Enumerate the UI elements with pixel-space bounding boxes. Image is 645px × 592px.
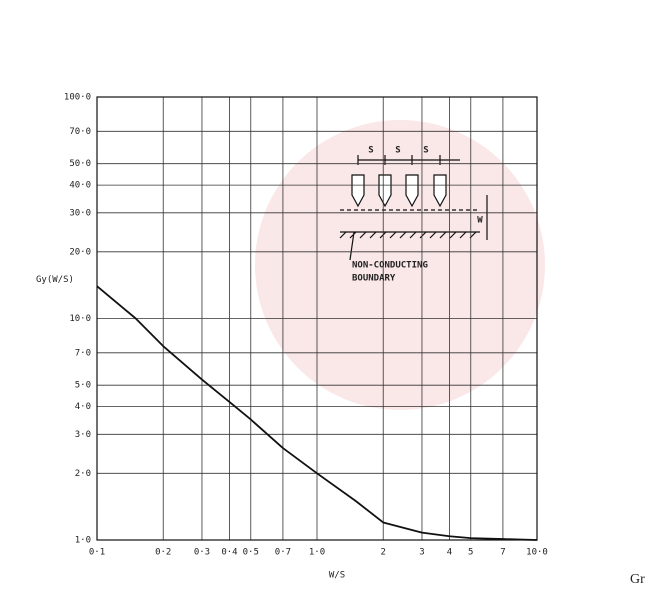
y-tick-label: 40·0 [69,181,91,191]
x-tick-label: 3 [419,548,424,558]
annotation: S [368,146,373,156]
y-tick-label: 100·0 [64,93,91,103]
annotation: BOUNDARY [352,274,396,284]
annotation: S [423,146,428,156]
y-axis-label: Gy(W/S) [36,275,74,285]
x-tick-label: 7 [500,548,505,558]
y-tick-label: 30·0 [69,208,91,218]
inset-diagram [339,155,488,261]
x-tick-label: 4 [447,548,452,558]
x-tick-label: 10·0 [526,548,548,558]
y-tick-label: 3·0 [75,430,91,440]
x-tick-label: 0·3 [194,548,210,558]
data-line [96,285,538,541]
x-tick-label: 5 [468,548,473,558]
x-tick-label: 2 [381,548,386,558]
y-tick-label: 2·0 [75,469,91,479]
y-tick-label: 70·0 [69,127,91,137]
annotation: S [395,146,400,156]
x-tick-label: 0·5 [243,548,259,558]
x-tick-label: 0·2 [155,548,171,558]
y-tick-label: 1·0 [75,536,91,546]
y-tick-label: 10·0 [69,314,91,324]
y-tick-label: 5·0 [75,381,91,391]
y-tick-label: 4·0 [75,402,91,412]
x-axis-label: W/S [329,571,345,581]
x-tick-label: 1·0 [309,548,325,558]
x-tick-label: 0·7 [275,548,291,558]
watermark [255,120,545,410]
annotation: NON-CONDUCTING [352,261,428,271]
y-tick-label: 50·0 [69,159,91,169]
plot-frame [96,96,538,541]
y-tick-label: 20·0 [69,247,91,257]
annotation: W [477,216,483,226]
x-tick-label: 0·4 [221,548,237,558]
caption: Gr [630,572,645,587]
x-tick-label: 0·1 [89,548,105,558]
y-tick-label: 7·0 [75,348,91,358]
